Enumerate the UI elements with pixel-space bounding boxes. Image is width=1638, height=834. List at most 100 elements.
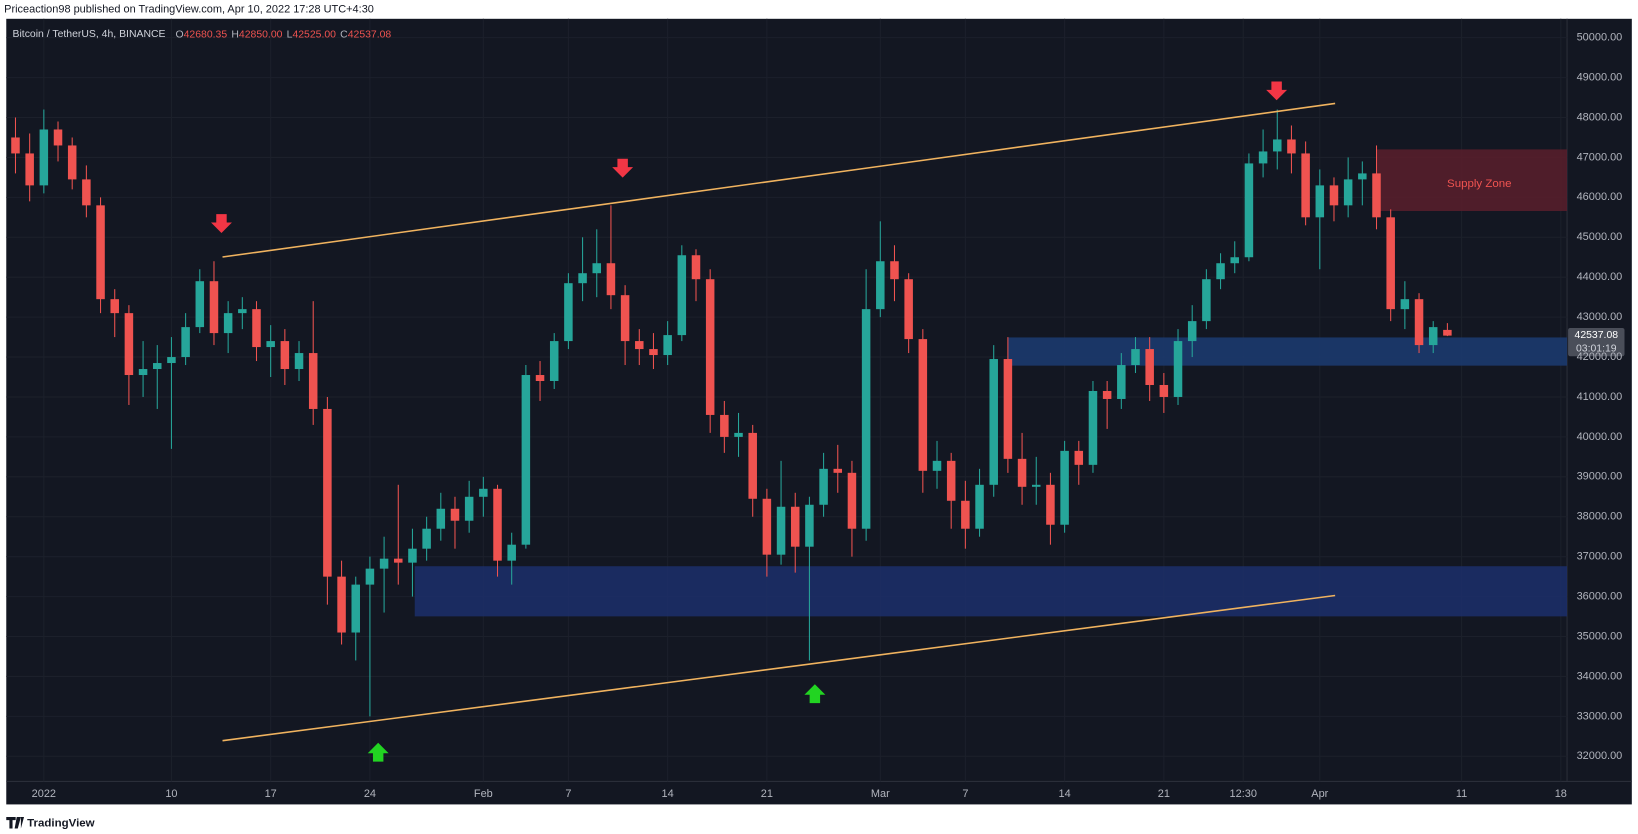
candle-body [337,576,346,633]
candle-body [1216,263,1225,280]
brand-name: TradingView [27,817,95,829]
x-tick-label: 18 [1555,788,1567,800]
ohlc-readout: O42680.35 H42850.00 L42525.00 C42537.08 [176,29,392,40]
candle-body [82,179,91,206]
y-tick-label: 35000.00 [1577,630,1623,642]
down-arrow [612,158,634,178]
channel-lower-line [222,594,1336,742]
candle-body [677,255,687,336]
candle-body [635,341,644,350]
candle-body [153,363,162,370]
candle-body [521,375,531,545]
supply-zone-label: Supply Zone [1447,178,1511,190]
down-arrow [1266,81,1288,101]
candle-body [847,472,857,529]
candle-body [1400,299,1410,310]
candle-body [876,261,885,310]
y-tick-label: 41000.00 [1577,391,1623,403]
candle-body [734,432,743,437]
candle-body [238,309,247,314]
x-tick-label: 7 [565,788,571,800]
candle-body [1173,341,1183,397]
candle-body [408,548,417,563]
y-tick-label: 47000.00 [1577,151,1623,163]
candle-body [649,349,658,356]
ohlc-key: O [176,29,184,40]
grid [6,18,1568,782]
candle-body [564,283,573,342]
candle-body [110,299,119,314]
candle-body [1372,173,1381,218]
candle-body [790,506,800,547]
candle-body [1230,257,1239,264]
ohlc-value: 42680.35 [184,29,228,40]
candle-body [67,145,77,180]
candle-body [1329,185,1339,206]
candle-body [1102,390,1112,399]
candle-body [1273,139,1282,152]
y-tick-label: 38000.00 [1577,511,1623,523]
candle-body [1131,349,1140,366]
y-tick-label: 45000.00 [1577,231,1623,243]
x-tick-label: 24 [364,788,376,800]
up-arrow [804,684,826,704]
y-tick-label: 37000.00 [1577,551,1623,563]
candle-body [1187,321,1197,342]
candle-body [748,432,757,499]
x-tick-label: Feb [474,788,493,800]
candle-body [365,568,375,585]
candle-body [932,460,942,471]
ohlc-key: C [340,29,348,40]
candle-body [280,341,290,370]
candle-body [663,335,672,356]
candle-body [39,129,49,186]
x-tick-label: 10 [165,788,177,800]
candle-body [1074,450,1084,465]
last-price-box [1568,328,1625,357]
candle-body [450,508,460,521]
x-tick-label: 21 [1158,788,1170,800]
support-zone [1008,337,1568,366]
candle-body [1386,217,1395,310]
candle-body [96,205,105,300]
candle-body [507,544,516,561]
ohlc-value: 42525.00 [292,29,336,40]
y-tick-label: 39000.00 [1577,471,1623,483]
x-tick-label: 14 [1059,788,1071,800]
candle-body [1017,458,1027,487]
candle-body [549,341,559,382]
candle-body [1046,484,1055,525]
demand-zone [414,566,1568,617]
x-tick-label: 17 [265,788,277,800]
candle-body [379,558,389,569]
candle-body [904,279,913,340]
x-tick-label: 2022 [32,788,56,800]
candle-body [11,137,20,154]
candle-body [53,129,63,146]
candle-body [124,313,134,376]
candle-body [394,558,403,563]
x-tick-label: 14 [662,788,674,800]
candle-body [1343,179,1353,206]
candle-body [1443,329,1452,336]
y-tick-label: 48000.00 [1577,111,1623,123]
candle-body [890,261,899,280]
up-arrow [367,742,389,762]
candle-body [323,408,332,577]
x-tick-label: 12:30 [1230,788,1257,800]
candle-body [1414,299,1424,346]
ohlc-key: L [287,29,293,40]
candle-body [1031,484,1041,487]
candle-body [167,357,176,364]
candle-body [918,339,928,471]
candle-body [493,488,502,561]
candle-body [25,153,34,186]
candle-body [720,414,729,437]
candle-body [266,341,275,348]
x-tick-label: 11 [1456,788,1467,800]
candle-body [1145,349,1154,385]
candle-body [1301,153,1310,218]
candle-body [308,353,318,409]
y-tick-label: 33000.00 [1577,710,1623,722]
